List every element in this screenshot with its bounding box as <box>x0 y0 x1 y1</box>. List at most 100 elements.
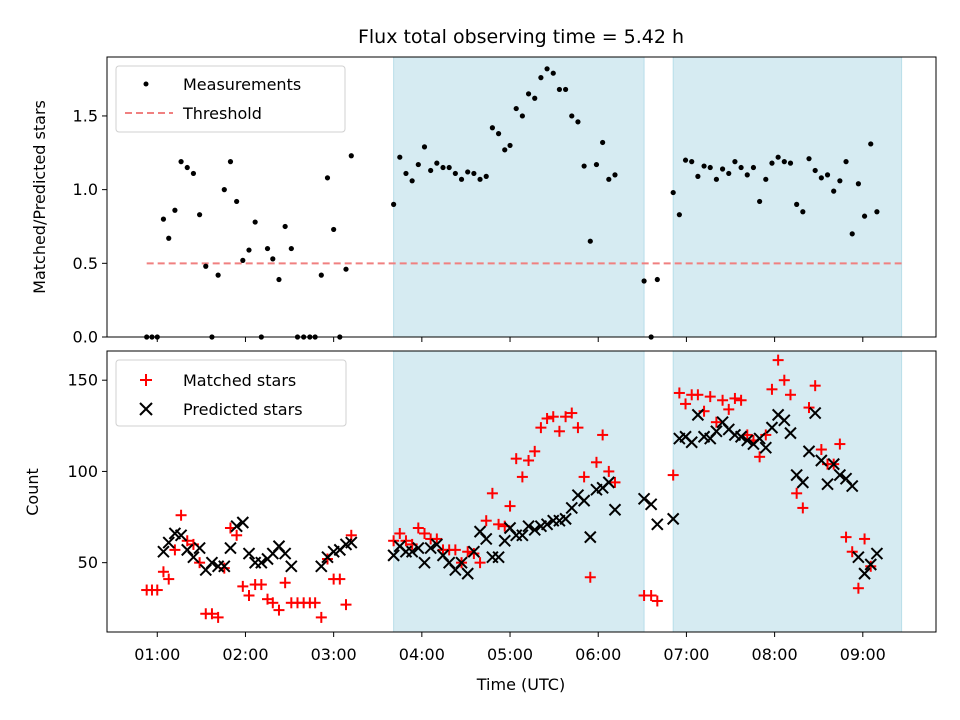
predicted-star-point <box>540 518 554 531</box>
x-tick-label: 05:00 <box>487 645 533 664</box>
matched-star-point <box>418 527 430 539</box>
matched-star-point <box>255 579 267 591</box>
predicted-star-point <box>345 536 358 549</box>
matched-star-point <box>231 529 243 541</box>
measurement-point <box>343 266 349 272</box>
matched-star-point <box>692 389 704 401</box>
observing-shades-bottom <box>393 350 903 633</box>
measurement-point <box>178 159 184 165</box>
measurement-point <box>569 113 575 119</box>
observing-interval-2 <box>672 56 903 338</box>
measurement-point <box>544 66 550 72</box>
predicted-star-point <box>224 541 237 555</box>
measurement-point <box>465 169 471 175</box>
matched-star-point <box>212 611 224 623</box>
matched-star-point <box>815 444 827 456</box>
predicted-star-point <box>864 558 877 571</box>
predicted-star-point <box>559 512 572 526</box>
chart-title: Flux total observing time = 5.42 h <box>358 26 684 48</box>
matched-star-point <box>566 407 578 419</box>
predicted-star-point <box>759 441 772 454</box>
predicted-star-point <box>278 547 292 560</box>
predicted-star-point <box>285 560 298 573</box>
measurement-points <box>144 66 880 340</box>
count-legend-box <box>115 359 347 427</box>
measurement-point <box>800 209 806 215</box>
legend-predicted-marker <box>139 402 153 416</box>
measurement-point <box>318 272 324 278</box>
measurement-point <box>409 178 415 184</box>
measurement-point <box>606 176 612 182</box>
matched-star-point <box>400 535 412 547</box>
matched-star-point <box>840 531 852 543</box>
measurement-point <box>452 170 458 177</box>
matched-star-point <box>163 573 175 585</box>
observing-shades-top <box>393 56 903 338</box>
measurement-point <box>575 119 581 125</box>
x-tick-label: 06:00 <box>575 645 621 664</box>
measurement-point <box>348 153 354 159</box>
predicted-star-point <box>808 406 822 420</box>
predicted-star-point <box>778 414 791 427</box>
x-tick-label: 07:00 <box>663 645 709 664</box>
matched-star-point <box>157 566 169 578</box>
matched-star-point <box>486 487 498 499</box>
legend-matched-marker <box>140 374 152 386</box>
matched-star-point <box>547 411 559 423</box>
matched-star-point <box>704 391 716 403</box>
matched-star-point <box>388 535 400 547</box>
measurement-point <box>744 172 750 178</box>
matched-star-point <box>279 577 291 589</box>
measurement-point <box>732 159 738 165</box>
measurement-point <box>172 207 178 213</box>
matched-star-point <box>572 422 584 434</box>
measurement-point <box>190 170 197 177</box>
matched-star-point <box>846 546 858 558</box>
matched-star-point <box>673 387 685 399</box>
measurement-point <box>246 247 252 253</box>
measurement-point <box>240 257 246 263</box>
measurement-point <box>197 212 203 218</box>
measurement-point <box>483 173 489 179</box>
x-tick-label: 08:00 <box>752 645 798 664</box>
measurement-point <box>726 170 732 177</box>
matched-star-point <box>267 597 279 609</box>
predicted-star-point <box>387 549 400 562</box>
predicted-star-point <box>157 545 170 558</box>
measurement-point <box>221 187 227 193</box>
measurement-point <box>806 156 812 162</box>
measurement-point <box>757 198 763 205</box>
predicted-star-point <box>255 556 268 569</box>
measurement-point <box>532 95 538 101</box>
y-tick-label: 1.0 <box>73 180 98 199</box>
predicted-star-point <box>846 479 859 493</box>
matched-star-point <box>784 389 796 401</box>
predicted-star-point <box>577 494 591 507</box>
legend-measurements-marker <box>143 81 149 87</box>
predicted-star-point <box>418 556 431 569</box>
matched-star-point <box>175 509 187 521</box>
predicted-star-point <box>821 477 834 491</box>
y-tick-label: 100 <box>67 462 98 481</box>
predicted-star-point <box>602 476 616 489</box>
measurement-point <box>775 154 781 160</box>
measurement-point <box>440 164 446 171</box>
matched-star-point <box>412 522 424 534</box>
measurement-point <box>787 160 794 166</box>
measurement-point <box>769 160 775 166</box>
x-tick-label: 01:00 <box>134 645 180 664</box>
matched-star-point <box>834 438 846 450</box>
matched-star-point <box>852 582 864 594</box>
predicted-star-point <box>315 560 328 573</box>
matched-star-point <box>480 515 492 527</box>
legend-threshold-label: Threshold <box>182 104 262 123</box>
predicted-star-point <box>528 523 541 537</box>
measurement-point <box>593 161 600 168</box>
matched-star-point <box>181 535 193 547</box>
predicted-star-point <box>584 530 597 544</box>
measurement-point <box>166 235 172 241</box>
measurement-point <box>276 276 282 283</box>
measurement-point <box>513 105 519 112</box>
predicted-star-point <box>230 519 243 533</box>
